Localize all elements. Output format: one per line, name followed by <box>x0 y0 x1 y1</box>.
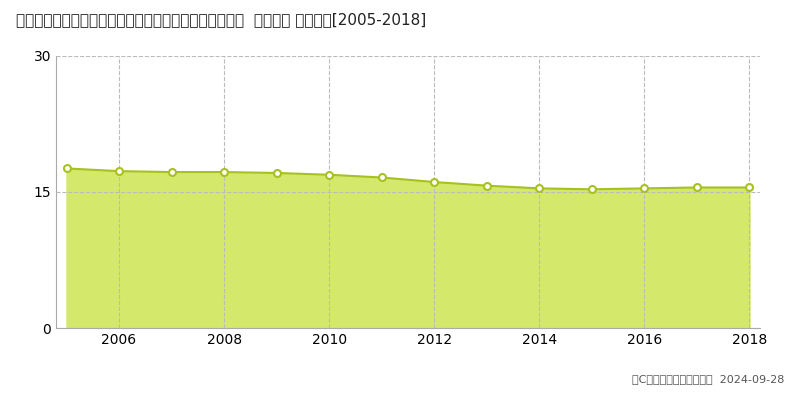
Text: 茨城県那珂郡東海村大字舟石川字大山台５７３番４２外  基準地価 地価推移[2005-2018]: 茨城県那珂郡東海村大字舟石川字大山台５７３番４２外 基準地価 地価推移[2005… <box>16 12 426 27</box>
Text: （C）土地価格ドットコム  2024-09-28: （C）土地価格ドットコム 2024-09-28 <box>632 374 784 384</box>
